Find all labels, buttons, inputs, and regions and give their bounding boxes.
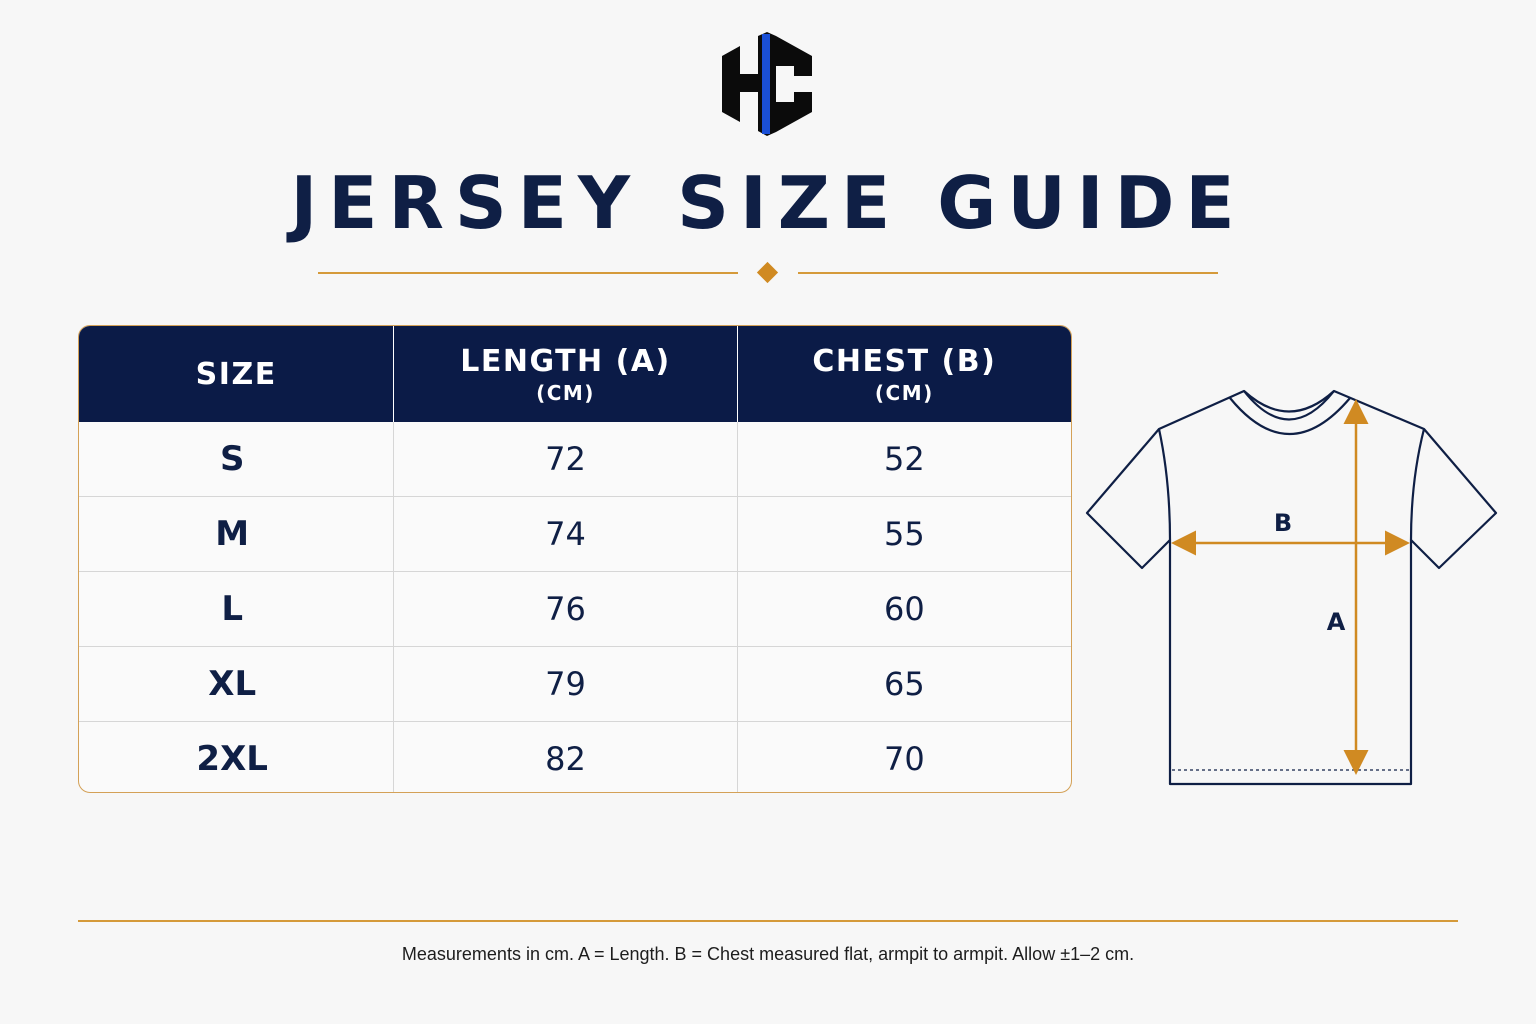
header-chest: CHEST (B) (CM)	[736, 326, 1071, 422]
table-body: S 72 52 M 74 55 L 76 60 XL 79 65 2XL 82 …	[79, 422, 1071, 792]
size-cell: L	[221, 589, 244, 629]
chest-cell: 65	[736, 647, 1071, 721]
header-label: CHEST (B)	[812, 343, 997, 379]
header-label: LENGTH (A)	[460, 343, 671, 379]
length-cell: 72	[393, 422, 736, 496]
footer-divider	[78, 920, 1458, 922]
size-cell: 2XL	[196, 739, 268, 779]
tshirt-outline-icon	[1085, 389, 1498, 786]
size-table: SIZE LENGTH (A) (CM) CHEST (B) (CM) S 72…	[78, 325, 1072, 793]
length-cell: 82	[393, 722, 736, 792]
header-label: SIZE	[195, 356, 277, 392]
chest-cell: 52	[736, 422, 1071, 496]
length-cell: 74	[393, 497, 736, 571]
table-row: L 76 60	[79, 571, 1071, 646]
title-divider-left	[318, 272, 738, 274]
page-title: JERSEY SIZE GUIDE	[290, 161, 1246, 245]
length-cell: 79	[393, 647, 736, 721]
size-cell: M	[215, 514, 250, 554]
header-unit: (CM)	[874, 380, 934, 405]
table-row: XL 79 65	[79, 646, 1071, 721]
table-row: M 74 55	[79, 496, 1071, 571]
divider-diamond-icon	[756, 261, 779, 284]
label-b: B	[1274, 509, 1292, 537]
size-cell: XL	[208, 664, 257, 704]
footnote: Measurements in cm. A = Length. B = Ches…	[401, 944, 1135, 964]
length-cell: 76	[393, 572, 736, 646]
table-row: S 72 52	[79, 422, 1071, 496]
header-size: SIZE	[79, 326, 393, 422]
chest-cell: 60	[736, 572, 1071, 646]
chest-cell: 70	[736, 722, 1071, 792]
title-divider-right	[798, 272, 1218, 274]
header-length: LENGTH (A) (CM)	[393, 326, 736, 422]
tshirt-diagram: B A	[1085, 389, 1498, 786]
hc-logo	[722, 32, 812, 136]
label-a: A	[1327, 608, 1346, 636]
table-header: SIZE LENGTH (A) (CM) CHEST (B) (CM)	[79, 326, 1071, 422]
table-row: 2XL 82 70	[79, 721, 1071, 792]
header-unit: (CM)	[536, 380, 595, 405]
size-cell: S	[219, 439, 245, 479]
chest-cell: 55	[736, 497, 1071, 571]
